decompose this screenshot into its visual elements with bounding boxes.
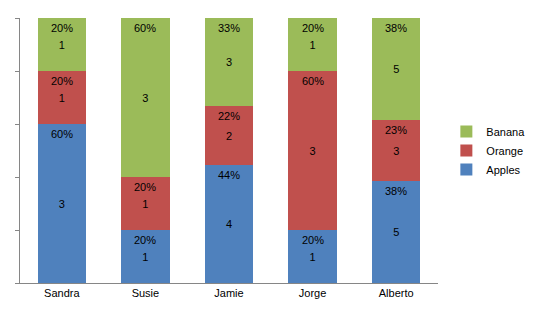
svg-text:Jamie: Jamie (214, 287, 243, 299)
svg-text:38%: 38% (385, 185, 407, 197)
svg-text:20%: 20% (302, 234, 324, 246)
svg-text:22%: 22% (218, 110, 240, 122)
svg-text:Banana: Banana (486, 126, 525, 138)
svg-text:Susie: Susie (132, 287, 160, 299)
svg-text:Alberto: Alberto (379, 287, 414, 299)
svg-text:1: 1 (142, 251, 148, 263)
svg-text:3: 3 (142, 92, 148, 104)
svg-text:20%: 20% (51, 75, 73, 87)
svg-text:20%: 20% (134, 181, 156, 193)
svg-text:1: 1 (310, 251, 316, 263)
svg-text:33%: 33% (218, 22, 240, 34)
svg-text:Sandra: Sandra (44, 287, 80, 299)
svg-text:1: 1 (310, 39, 316, 51)
svg-text:2: 2 (226, 130, 232, 142)
svg-text:3: 3 (393, 145, 399, 157)
svg-text:3: 3 (310, 145, 316, 157)
svg-text:1: 1 (59, 39, 65, 51)
svg-text:60%: 60% (302, 75, 324, 87)
svg-text:60%: 60% (134, 22, 156, 34)
svg-text:4: 4 (226, 218, 232, 230)
svg-text:Apples: Apples (486, 164, 520, 176)
svg-text:20%: 20% (134, 234, 156, 246)
svg-text:5: 5 (393, 226, 399, 238)
svg-text:20%: 20% (51, 22, 73, 34)
svg-text:23%: 23% (385, 124, 407, 136)
svg-text:44%: 44% (218, 169, 240, 181)
svg-text:Jorge: Jorge (299, 287, 327, 299)
svg-text:1: 1 (142, 198, 148, 210)
svg-text:20%: 20% (302, 22, 324, 34)
svg-text:3: 3 (226, 56, 232, 68)
svg-text:3: 3 (59, 198, 65, 210)
svg-text:5: 5 (393, 63, 399, 75)
svg-text:38%: 38% (385, 22, 407, 34)
svg-text:60%: 60% (51, 128, 73, 140)
svg-text:Orange: Orange (486, 145, 523, 157)
svg-text:1: 1 (59, 92, 65, 104)
